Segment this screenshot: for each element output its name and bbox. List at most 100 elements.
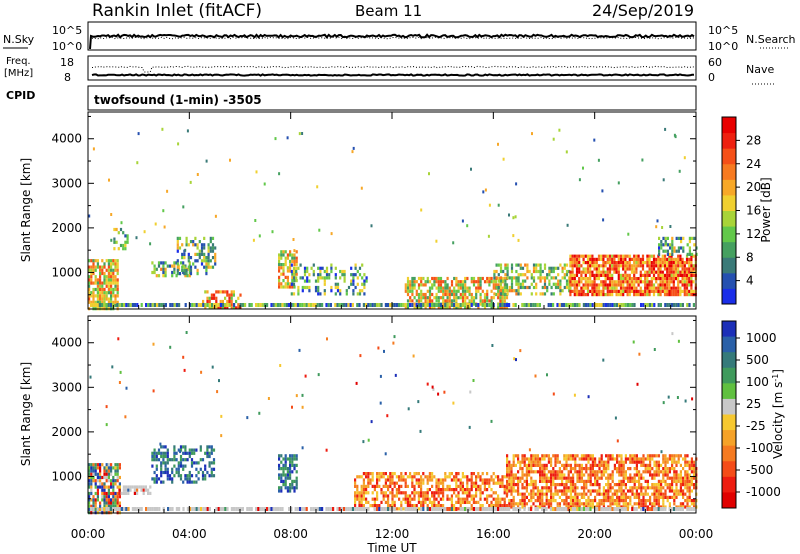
range-time-cell — [569, 489, 572, 493]
range-time-cell — [691, 252, 694, 256]
range-time-cell — [386, 414, 389, 418]
range-time-cell — [657, 254, 660, 258]
range-time-cell — [682, 236, 685, 240]
range-time-cell — [666, 243, 669, 247]
range-time-cell — [277, 303, 280, 307]
range-time-cell — [196, 268, 199, 272]
colorbar-tick-label: 4 — [746, 274, 754, 288]
range-time-cell — [635, 479, 638, 483]
range-time-cell — [595, 293, 598, 297]
range-time-cell — [127, 507, 130, 511]
range-time-cell — [190, 464, 194, 468]
range-time-cell — [617, 289, 620, 293]
range-time-cell — [565, 273, 569, 277]
range-time-cell — [589, 277, 592, 281]
range-time-cell — [576, 473, 579, 477]
range-time-cell — [124, 243, 127, 248]
range-time-cell — [398, 507, 401, 511]
range-time-cell — [563, 502, 566, 506]
range-time-cell — [461, 507, 464, 511]
range-time-cell — [506, 276, 509, 280]
range-time-cell — [409, 286, 412, 290]
range-time-cell — [660, 240, 663, 244]
range-time-cell — [583, 492, 586, 496]
range-time-cell — [536, 460, 539, 464]
range-time-cell — [134, 507, 137, 511]
range-time-cell — [127, 485, 130, 489]
range-time-cell — [541, 285, 544, 290]
range-time-cell — [483, 305, 487, 309]
range-time-cell — [196, 173, 199, 176]
range-time-cell — [626, 289, 629, 293]
range-time-cell — [676, 396, 679, 399]
range-time-cell — [548, 279, 551, 283]
range-time-cell — [681, 283, 684, 287]
range-time-cell — [517, 460, 520, 464]
range-time-cell — [664, 467, 667, 471]
range-time-cell — [616, 457, 619, 461]
range-time-cell — [439, 491, 442, 495]
range-time-cell — [291, 279, 294, 283]
range-time-cell — [497, 478, 500, 482]
colorbar-tick-label: 12 — [746, 227, 761, 241]
range-time-cell — [644, 489, 647, 493]
range-time-cell — [336, 285, 340, 290]
range-time-cell — [118, 381, 121, 384]
range-time-cell — [550, 479, 553, 483]
range-time-cell — [534, 457, 537, 461]
range-time-cell — [179, 261, 183, 265]
range-time-cell — [550, 502, 553, 506]
range-time-cell — [90, 488, 93, 492]
range-time-cell — [466, 507, 469, 511]
range-time-cell — [431, 475, 434, 479]
range-time-cell — [575, 283, 579, 287]
range-time-cell — [442, 484, 445, 488]
range-time-cell — [584, 293, 587, 297]
range-time-cell — [94, 463, 97, 467]
range-time-cell — [164, 303, 167, 307]
range-time-cell — [176, 262, 179, 266]
range-time-cell — [233, 303, 236, 307]
range-time-cell — [650, 277, 653, 281]
range-time-cell — [406, 500, 409, 504]
range-time-cell — [398, 497, 401, 501]
range-time-cell — [556, 492, 559, 496]
range-time-cell — [208, 507, 211, 511]
range-time-cell — [295, 266, 298, 270]
range-time-cell — [661, 283, 664, 287]
range-time-cell — [208, 299, 211, 304]
range-time-cell — [690, 470, 693, 474]
range-time-cell — [635, 502, 638, 506]
range-time-cell — [576, 463, 579, 467]
range-time-cell — [343, 279, 346, 283]
range-time-cell — [111, 365, 114, 369]
range-time-cell — [112, 287, 115, 292]
range-time-cell — [512, 502, 515, 506]
range-time-cell — [628, 261, 631, 265]
range-time-cell — [391, 497, 394, 501]
range-time-cell — [360, 507, 363, 511]
range-time-cell — [582, 254, 585, 258]
range-time-cell — [160, 470, 163, 475]
freq-tick-top: 18 — [60, 56, 74, 69]
range-time-cell — [161, 127, 164, 131]
range-time-cell — [688, 495, 691, 499]
range-time-cell — [197, 507, 200, 511]
range-time-cell — [630, 289, 634, 293]
range-time-cell — [503, 491, 506, 495]
range-time-cell — [663, 286, 667, 290]
range-time-cell — [660, 246, 663, 250]
range-time-cell — [662, 499, 665, 503]
range-time-cell — [481, 289, 484, 293]
range-time-cell — [683, 261, 686, 265]
range-time-cell — [574, 483, 577, 487]
range-time-cell — [580, 280, 583, 284]
range-time-cell — [607, 489, 610, 493]
range-time-cell — [101, 495, 104, 499]
range-time-cell — [278, 463, 281, 467]
range-time-cell — [206, 470, 209, 475]
range-time-cell — [494, 500, 497, 504]
range-time-cell — [88, 214, 91, 218]
range-time-cell — [591, 303, 594, 307]
range-time-cell — [312, 273, 315, 277]
